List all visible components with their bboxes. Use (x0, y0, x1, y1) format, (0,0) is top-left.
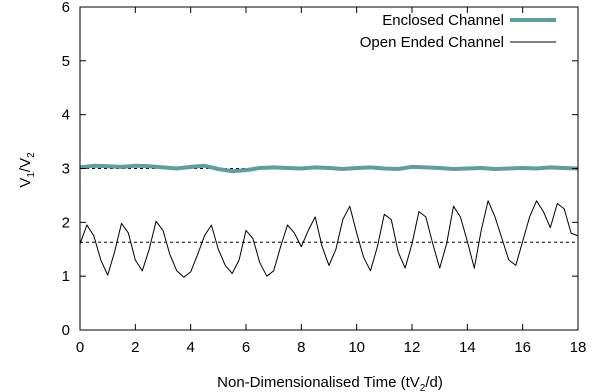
x-tick-label: 14 (459, 339, 476, 356)
y-tick-label: 3 (62, 161, 70, 178)
x-tick-label: 12 (404, 339, 421, 356)
series-line-enclosed-channel (79, 163, 579, 174)
series-line-open-ended-channel (79, 200, 579, 278)
y-tick-label: 6 (62, 0, 70, 16)
x-tick-label: 6 (242, 339, 250, 356)
y-tick-label: 0 (62, 322, 70, 339)
x-tick-label: 16 (514, 339, 531, 356)
x-tick-label: 0 (76, 339, 84, 356)
x-axis-label: Non-Dimensionalised Time (tV2/d) (217, 374, 443, 392)
legend-label-enclosed-channel: Enclosed Channel (382, 12, 504, 29)
x-tick-label: 8 (297, 339, 305, 356)
series-layer (79, 163, 579, 278)
y-tick-label: 1 (62, 268, 70, 285)
x-tick-label: 18 (570, 339, 587, 356)
y-tick-label: 5 (62, 53, 70, 70)
x-tick-label: 10 (348, 339, 365, 356)
reference-lines (80, 168, 578, 243)
x-tick-label: 4 (186, 339, 194, 356)
x-ticks: 0 2 4 6 8 10 12 14 16 18 (76, 7, 587, 356)
legend: Enclosed Channel Open Ended Channel (360, 12, 556, 51)
x-tick-label: 2 (131, 339, 139, 356)
y-tick-label: 4 (62, 107, 70, 124)
y-tick-label: 2 (62, 214, 70, 231)
y-ticks: 0 1 2 3 4 5 6 (62, 0, 578, 339)
y-axis-label: V1/V2 (17, 152, 37, 188)
legend-label-open-ended-channel: Open Ended Channel (360, 34, 504, 51)
